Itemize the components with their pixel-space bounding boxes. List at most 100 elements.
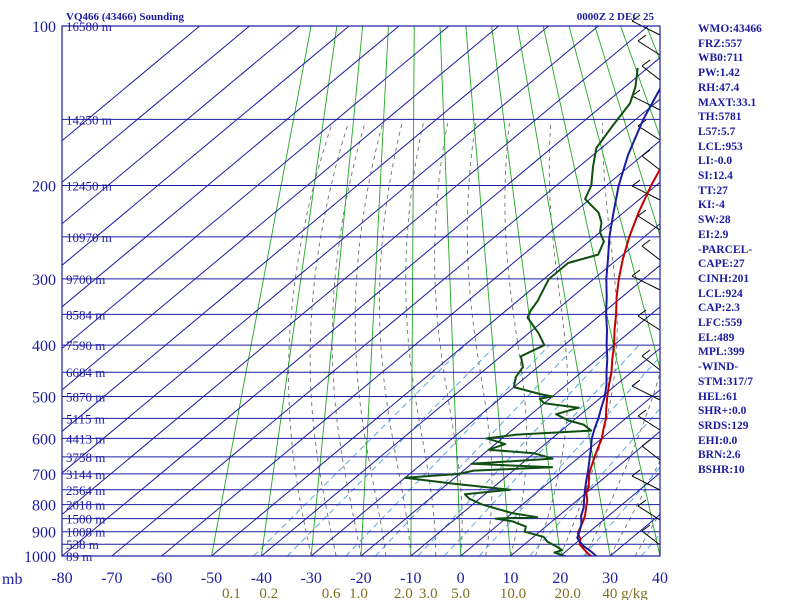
- wind-barbs: [631, 14, 661, 546]
- wind-barb-flag: [637, 34, 647, 42]
- isotherm-line: [111, 98, 660, 556]
- height-labels: 16580 m 14250 m 12450 m 10970 m 9700 m 8584 m…: [66, 19, 112, 564]
- pressure-tick-label: 100: [32, 19, 56, 36]
- isotherm-line: [62, 26, 250, 183]
- isotherm-line: [310, 264, 660, 556]
- temperature-tick-label: -80: [51, 570, 72, 587]
- height-label: 8584 m: [66, 307, 105, 322]
- wind-barb: [631, 20, 661, 36]
- isotherm-line: [62, 26, 599, 474]
- temperature-tick-label: 30: [602, 570, 618, 587]
- dry-adiabat-line: [360, 26, 389, 556]
- height-label: 89 m: [66, 549, 92, 564]
- wind-barb: [641, 355, 661, 371]
- index-item: TH:5781: [698, 111, 742, 124]
- height-label: 16580 m: [66, 19, 112, 34]
- wind-barb-flag: [641, 59, 651, 67]
- index-item: WMO:43466: [698, 23, 762, 35]
- wind-barb: [637, 415, 661, 431]
- sounding-traces: [404, 67, 660, 556]
- wind-barb: [641, 155, 661, 171]
- index-item: CAPE:27: [698, 258, 745, 271]
- wind-barb: [641, 530, 661, 546]
- moist-adiabat-line: [434, 123, 463, 556]
- wind-barb-flag: [637, 209, 647, 217]
- height-label: 5115 m: [66, 411, 105, 426]
- height-label: 6684 m: [66, 365, 105, 380]
- height-label: 1500 m: [66, 512, 105, 527]
- isotherm-line: [62, 26, 350, 266]
- isotherm-line: [62, 57, 660, 556]
- isotherm-line: [62, 26, 200, 142]
- pressure-tick-labels: 100 200 300 400 500 600 700 800 900 1000: [24, 19, 56, 566]
- wind-barb: [631, 185, 661, 201]
- index-item: FRZ:557: [698, 37, 743, 50]
- index-item: MAXT:33.1: [698, 96, 757, 109]
- isotherm-line: [62, 26, 300, 225]
- index-item: MPL:399: [698, 346, 745, 359]
- wind-barb-flag: [641, 524, 651, 532]
- mixing-ratio-label: 1.0: [349, 586, 368, 600]
- index-item: -WIND-: [698, 361, 739, 374]
- index-item: SW:28: [698, 214, 731, 227]
- index-item: RH:47.4: [698, 81, 740, 94]
- wind-barb: [631, 95, 661, 111]
- temperature-tick-labels: -80 -70 -60 -50 -40 -30 -20 -10 0 10 20 30 40: [51, 570, 668, 587]
- isotherm-grid: [62, 26, 660, 556]
- index-item: LI:-0.0: [698, 155, 733, 168]
- dry-adiabat-line: [516, 26, 611, 556]
- index-item: PW:1.42: [698, 67, 740, 80]
- index-item: -PARCEL-: [698, 243, 753, 256]
- temperature-tick-label: -20: [350, 570, 371, 587]
- index-item: BRN:2.6: [698, 449, 741, 462]
- indices-panel: WMO:43466 FRZ:557 WB0:711 PW:1.42 RH:47.4 MAX…: [698, 22, 800, 478]
- index-item: HEL:61: [698, 390, 738, 403]
- index-item: CINH:201: [698, 272, 750, 285]
- temperature-tick-label: -10: [400, 570, 421, 587]
- mixing-ratio-label: 20.0: [555, 586, 581, 600]
- isotherm-line: [62, 26, 400, 308]
- wind-barb: [641, 65, 661, 81]
- wind-barb-flag: [631, 469, 641, 477]
- dry-adiabat-line: [260, 26, 338, 556]
- temperature-tick-label: -30: [301, 570, 322, 587]
- pressure-tick-label: 800: [32, 498, 56, 515]
- wind-barb: [641, 245, 661, 261]
- index-item: WB0:711: [698, 52, 744, 65]
- index-item: TT:27: [698, 184, 728, 197]
- wind-barb-flag: [637, 499, 647, 507]
- index-item: STM:317/7: [698, 375, 753, 388]
- parcel-line: [576, 86, 660, 556]
- wind-barb: [637, 40, 661, 56]
- wind-barb-flag: [631, 269, 641, 277]
- isotherm-line: [410, 347, 660, 556]
- dry-adiabat-line: [439, 26, 462, 556]
- wind-barb: [637, 505, 661, 521]
- pressure-tick-label: 400: [32, 338, 56, 355]
- mixing-ratio-line: [478, 356, 660, 556]
- mixing-ratio-line: [374, 344, 577, 556]
- isotherm-line: [460, 389, 660, 556]
- index-item: EL:489: [698, 331, 735, 344]
- pressure-tick-label: 1000: [24, 549, 56, 566]
- mixing-ratio-line: [443, 344, 640, 556]
- temperature-tick-label: 40: [652, 570, 668, 587]
- temperature-tick-label: 20: [552, 570, 568, 587]
- wind-barb: [641, 445, 661, 461]
- isotherm-line: [161, 140, 660, 556]
- height-label: 3144 m: [66, 467, 105, 482]
- height-label: 5870 m: [66, 389, 105, 404]
- dry-adiabat-line: [542, 26, 660, 556]
- height-label: 3758 m: [66, 450, 105, 465]
- index-item: LCL:953: [698, 140, 743, 153]
- height-label: 4413 m: [66, 431, 105, 446]
- isotherm-line: [261, 223, 660, 556]
- height-label: 2018 m: [66, 498, 105, 513]
- moist-adiabat-line: [379, 122, 412, 556]
- dry-adiabat-line: [310, 26, 364, 556]
- temperature-tick-label: -40: [251, 570, 272, 587]
- height-label: 12450 m: [66, 179, 112, 194]
- wind-barb-flag: [641, 439, 651, 447]
- height-label: 1008 m: [66, 525, 105, 540]
- moist-adiabat-line: [534, 123, 569, 556]
